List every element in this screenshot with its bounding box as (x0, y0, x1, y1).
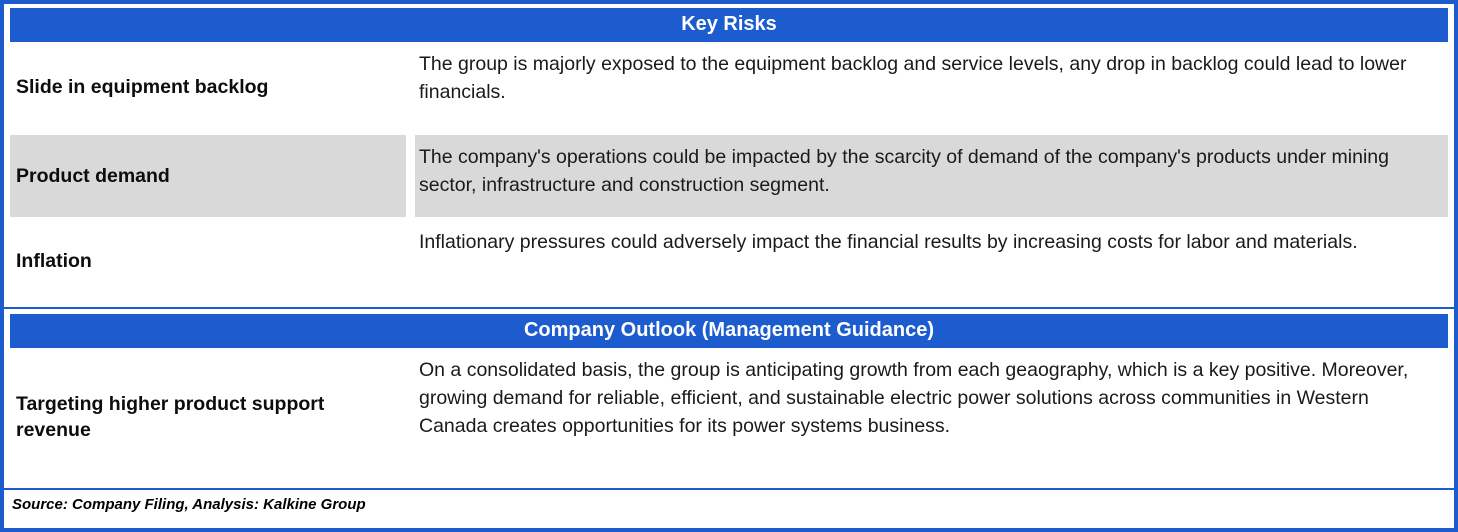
table-row: Product demand The company's operations … (10, 135, 1448, 217)
outlook-label: Targeting higher product support revenue (16, 393, 325, 441)
table-row: Targeting higher product support revenue… (10, 348, 1448, 486)
company-outlook-header: Company Outlook (Management Guidance) (10, 314, 1448, 348)
risk-description: The company's operations could be impact… (415, 135, 1448, 217)
company-outlook-section: Company Outlook (Management Guidance) Ta… (10, 314, 1448, 486)
outlook-description: On a consolidated basis, the group is an… (419, 359, 1409, 437)
risk-description: The group is majorly exposed to the equi… (419, 53, 1407, 103)
source-note: Source: Company Filing, Analysis: Kalkin… (12, 496, 366, 513)
risk-label: Slide in equipment backlog (16, 76, 269, 98)
table-row: Inflation Inflationary pressures could a… (10, 220, 1448, 302)
risk-label: Product demand (10, 135, 406, 217)
risk-label: Inflation (16, 250, 92, 272)
section-divider (4, 307, 1454, 309)
footer-divider (4, 488, 1454, 490)
key-risks-header: Key Risks (10, 8, 1448, 42)
risk-description: Inflationary pressures could adversely i… (419, 231, 1358, 253)
key-risks-section: Key Risks Slide in equipment backlog The… (10, 8, 1448, 302)
table-row: Slide in equipment backlog The group is … (10, 42, 1448, 132)
